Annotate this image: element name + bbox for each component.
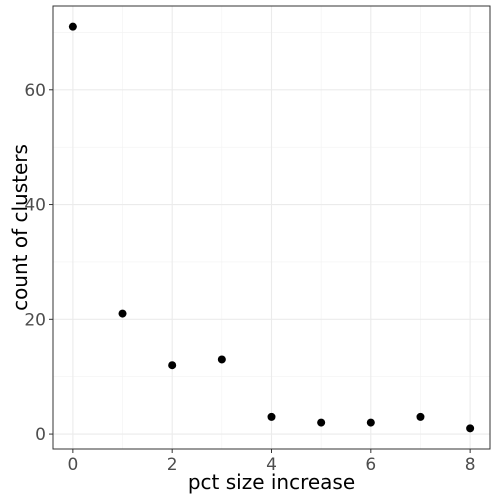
y-tick-label: 20 [24,310,46,330]
data-point [217,355,226,364]
data-point [466,424,475,433]
x-tick-label: 6 [365,455,376,475]
data-point [317,418,326,427]
y-tick-label: 0 [35,425,46,445]
x-tick-label: 8 [465,455,476,475]
grid [53,6,490,449]
axis-ticks: 0 2 4 6 8 0 20 40 60 [24,81,475,475]
y-tick-label: 40 [24,196,46,216]
data-points [68,22,475,433]
data-point [366,418,375,427]
data-point [416,412,425,421]
x-tick-label: 2 [167,455,178,475]
data-point [118,309,127,318]
y-tick-label: 60 [24,81,46,101]
data-point [267,412,276,421]
x-tick-label: 0 [67,455,78,475]
data-point [68,22,77,31]
x-tick-label: 4 [266,455,277,475]
data-point [168,361,177,370]
x-axis-title: pct size increase [188,470,355,494]
y-axis-title: count of clusters [8,144,32,311]
